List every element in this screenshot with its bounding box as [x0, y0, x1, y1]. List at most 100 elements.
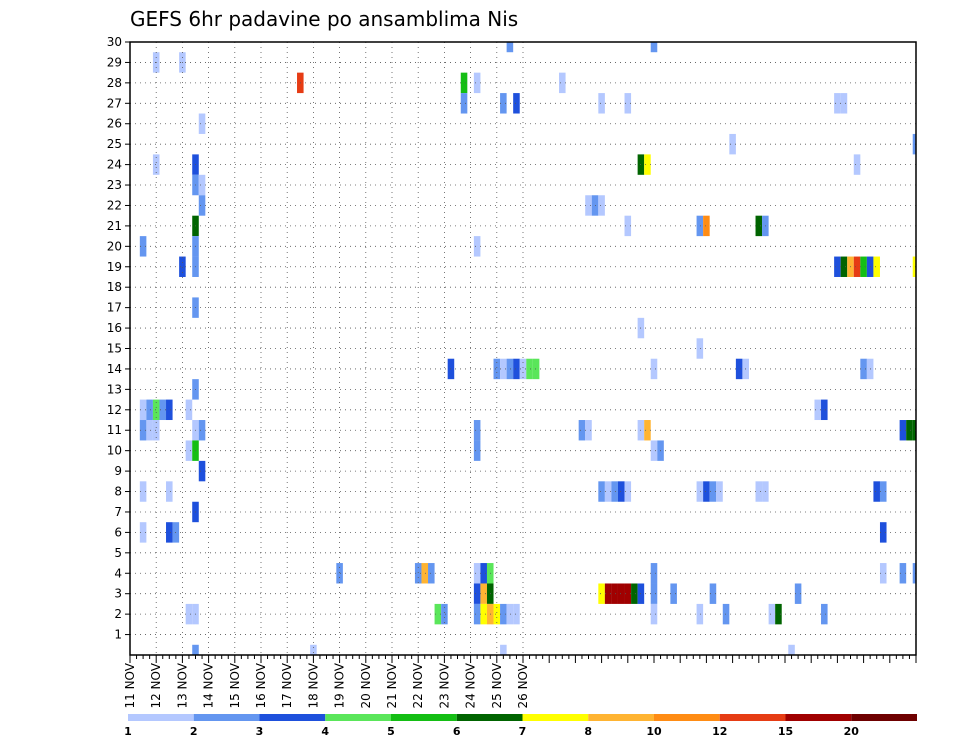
- heatmap-cell: [480, 583, 487, 604]
- heatmap-cell: [146, 399, 153, 421]
- heatmap-cell: [703, 215, 710, 237]
- heatmap-cell: [519, 358, 527, 380]
- y-tick-label: 14: [107, 362, 122, 376]
- y-tick-label: 1: [114, 628, 122, 642]
- heatmap-cell: [513, 93, 520, 114]
- heatmap-cell: [139, 399, 147, 421]
- x-tick-label: 18 NOV: [306, 662, 320, 708]
- heatmap-cell: [611, 583, 618, 604]
- heatmap-cell: [644, 420, 651, 441]
- x-tick-label: 26 NOV: [516, 662, 530, 708]
- y-tick-label: 12: [107, 403, 122, 417]
- colorbar-swatch: [522, 714, 589, 721]
- heatmap-cell: [152, 154, 160, 175]
- heatmap-cell: [617, 583, 625, 604]
- heatmap-cell: [152, 399, 160, 421]
- heatmap-cell: [198, 460, 206, 482]
- grid-lines: [129, 41, 916, 655]
- y-tick-label: 8: [114, 485, 122, 499]
- y-tick-label: 17: [107, 301, 122, 315]
- colorbar-tick-label: 15: [778, 725, 793, 738]
- heatmap-cell: [853, 256, 861, 277]
- heatmap-cell: [703, 481, 710, 502]
- y-tick-label: 10: [107, 444, 122, 458]
- heatmap-cell: [650, 440, 658, 461]
- colorbar-swatch: [654, 714, 720, 721]
- heatmap-cell: [696, 338, 704, 359]
- colorbar-swatch: [259, 714, 326, 721]
- heatmap-cell: [788, 644, 795, 655]
- y-tick-label: 15: [107, 342, 122, 356]
- heatmap-cell: [604, 481, 612, 502]
- heatmap-cell: [879, 522, 887, 543]
- heatmap-cell: [526, 358, 533, 380]
- heatmap-cell: [709, 481, 717, 502]
- colorbar-tick-label: 10: [646, 725, 662, 738]
- heatmap-cell: [166, 522, 173, 543]
- colorbar-swatch: [851, 714, 917, 721]
- heatmap-cell: [198, 195, 206, 216]
- colorbar-legend: 1 2 3 4 5 6 7 8 10 12 15 20: [124, 714, 917, 738]
- colorbar-swatch: [128, 714, 194, 721]
- x-tick-label: 12 NOV: [149, 662, 163, 708]
- heatmap-cell: [185, 399, 193, 421]
- y-tick-label: 11: [107, 423, 122, 437]
- y-tick-label: 30: [107, 35, 122, 49]
- heatmap-cell: [578, 420, 586, 441]
- heatmap-cell: [179, 256, 186, 277]
- heatmap-cell: [500, 603, 507, 625]
- colorbar-swatch: [588, 714, 654, 721]
- heatmap-cell: [860, 256, 867, 277]
- x-tick-label: 16 NOV: [254, 662, 268, 708]
- colorbar-tick-label: 12: [712, 725, 727, 738]
- heatmap-cell: [198, 113, 206, 134]
- heatmap-cell: [513, 358, 520, 380]
- y-tick-label: 9: [114, 464, 122, 478]
- y-tick-label: 22: [107, 198, 122, 212]
- y-tick-label: 28: [107, 76, 122, 90]
- heatmap-cell: [473, 236, 481, 257]
- heatmap-cell: [755, 481, 763, 502]
- colorbar-swatch: [391, 714, 457, 721]
- x-tick-label: 24 NOV: [464, 662, 478, 708]
- heatmap-cell: [473, 440, 481, 461]
- colorbar-swatch: [785, 714, 852, 721]
- plot-frame: [129, 41, 917, 656]
- colorbar-tick-label: 7: [519, 725, 527, 738]
- heatmap-cell: [506, 42, 514, 53]
- colorbar-swatch: [719, 714, 786, 721]
- heatmap-cell: [611, 481, 618, 502]
- heatmap-cell: [709, 583, 717, 604]
- heatmap-cell: [834, 93, 841, 114]
- heatmap-cell: [480, 603, 487, 625]
- chart-title: GEFS 6hr padavine po ansamblima Nis: [130, 7, 518, 31]
- x-tick-label: 17 NOV: [280, 662, 294, 708]
- heatmap-cell: [906, 420, 913, 441]
- heatmap-cell: [506, 358, 514, 380]
- heatmap-cell: [604, 583, 612, 604]
- heatmap-cell: [139, 522, 147, 543]
- colorbar-tick-label: 8: [584, 725, 592, 738]
- x-tick-label: 15 NOV: [228, 662, 242, 708]
- heatmap-cell: [768, 603, 776, 625]
- heatmap-cell: [879, 563, 887, 584]
- y-tick-label: 26: [107, 117, 122, 131]
- heatmap-cell: [650, 603, 658, 625]
- heatmap-cell: [559, 72, 566, 94]
- heatmap-cell: [729, 133, 736, 155]
- heatmap-cell: [152, 420, 160, 441]
- heatmap-cell: [585, 420, 592, 441]
- heatmap-cell: [873, 481, 880, 502]
- heatmap-cell: [650, 583, 658, 604]
- y-tick-label: 25: [107, 137, 122, 151]
- heatmap-cell: [821, 399, 828, 421]
- x-tick-label: 11 NOV: [123, 662, 137, 708]
- y-tick-label: 2: [114, 607, 122, 621]
- heatmap-cell: [500, 358, 507, 380]
- heatmap-cell: [696, 603, 704, 625]
- heatmap-cell: [336, 563, 343, 584]
- heatmap-cell: [840, 256, 848, 277]
- heatmap-cell: [473, 420, 481, 441]
- heatmap-cell: [821, 603, 828, 625]
